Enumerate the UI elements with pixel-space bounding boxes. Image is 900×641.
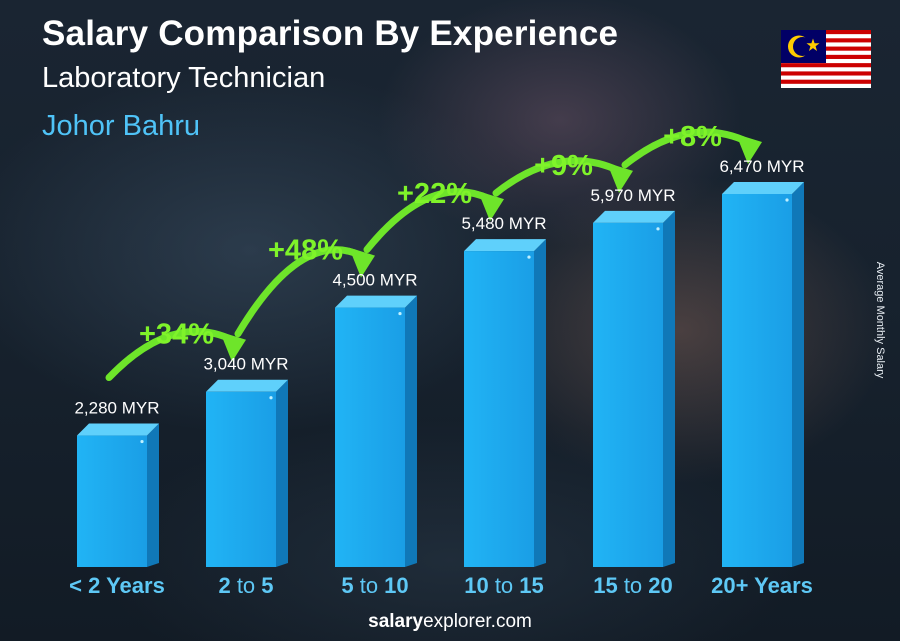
bar-highlight bbox=[140, 439, 144, 444]
arrow-curve bbox=[621, 128, 752, 169]
bar-front bbox=[593, 222, 663, 567]
value-label: 2,280 MYR bbox=[74, 399, 159, 418]
bar-front bbox=[335, 307, 405, 567]
change-arrow-3: +9% bbox=[492, 150, 633, 197]
bar-highlight bbox=[656, 227, 660, 231]
bar-4 bbox=[593, 210, 675, 567]
change-arrow-0: +34% bbox=[105, 319, 246, 382]
category-label: 20+ Years bbox=[711, 573, 813, 598]
bar-highlight bbox=[269, 396, 273, 400]
bar-3 bbox=[464, 239, 546, 567]
value-label: 4,500 MYR bbox=[332, 271, 417, 290]
malaysia-flag-icon bbox=[781, 30, 871, 88]
arrow-curve bbox=[492, 157, 623, 197]
bar-top bbox=[335, 295, 417, 308]
bar-top bbox=[722, 182, 804, 194]
bar-0 bbox=[77, 423, 159, 567]
bar-front bbox=[77, 435, 147, 567]
percent-change-label: +22% bbox=[397, 178, 472, 210]
bar-side bbox=[534, 239, 546, 567]
category-label: 15 to 20 bbox=[593, 573, 673, 598]
arrow-head-icon bbox=[607, 162, 633, 193]
category-label: 2 to 5 bbox=[218, 573, 273, 598]
arrow-curve bbox=[234, 246, 365, 338]
percent-change-label: +48% bbox=[268, 235, 343, 267]
bar-front bbox=[722, 194, 792, 567]
arrow-curve bbox=[105, 327, 236, 382]
bar-side bbox=[405, 295, 417, 567]
bar-top bbox=[464, 239, 546, 252]
arrow-head-icon bbox=[349, 247, 375, 278]
bar-front bbox=[206, 391, 276, 567]
bar-top bbox=[77, 423, 159, 436]
arrow-head-icon bbox=[220, 331, 246, 362]
category-label: 5 to 10 bbox=[341, 573, 408, 598]
value-label: 5,480 MYR bbox=[461, 214, 546, 233]
bar-highlight bbox=[527, 255, 531, 259]
footer-brand[interactable]: salaryexplorer.com bbox=[368, 611, 532, 632]
job-title: Laboratory Technician bbox=[42, 62, 326, 94]
bar-side bbox=[663, 210, 675, 567]
arrow-head-icon bbox=[478, 191, 504, 222]
bar-highlight bbox=[398, 311, 402, 316]
city-name: Johor Bahru bbox=[42, 110, 200, 142]
value-label: 5,970 MYR bbox=[590, 186, 675, 205]
change-arrow-2: +22% bbox=[363, 178, 504, 254]
arrow-head-icon bbox=[736, 134, 762, 164]
bar-front bbox=[464, 251, 534, 567]
bar-1 bbox=[206, 379, 288, 567]
category-label: < 2 Years bbox=[69, 573, 165, 598]
bar-side bbox=[276, 379, 288, 567]
percent-change-label: +8% bbox=[663, 121, 722, 153]
bar-5 bbox=[722, 182, 804, 567]
change-arrow-4: +8% bbox=[621, 121, 762, 169]
page-title: Salary Comparison By Experience bbox=[42, 14, 619, 53]
category-label: 10 to 15 bbox=[464, 573, 544, 598]
value-label: 3,040 MYR bbox=[203, 355, 288, 374]
percent-change-label: +9% bbox=[534, 150, 593, 182]
percent-change-label: +34% bbox=[139, 319, 214, 351]
value-label: 6,470 MYR bbox=[719, 157, 804, 176]
change-arrow-1: +48% bbox=[234, 235, 375, 338]
bar-side bbox=[147, 423, 159, 567]
bar-2 bbox=[335, 295, 417, 567]
bar-side bbox=[792, 182, 804, 567]
bar-top bbox=[206, 379, 288, 392]
bar-top bbox=[593, 210, 675, 223]
arrow-curve bbox=[363, 188, 494, 254]
bar-highlight bbox=[785, 198, 789, 202]
